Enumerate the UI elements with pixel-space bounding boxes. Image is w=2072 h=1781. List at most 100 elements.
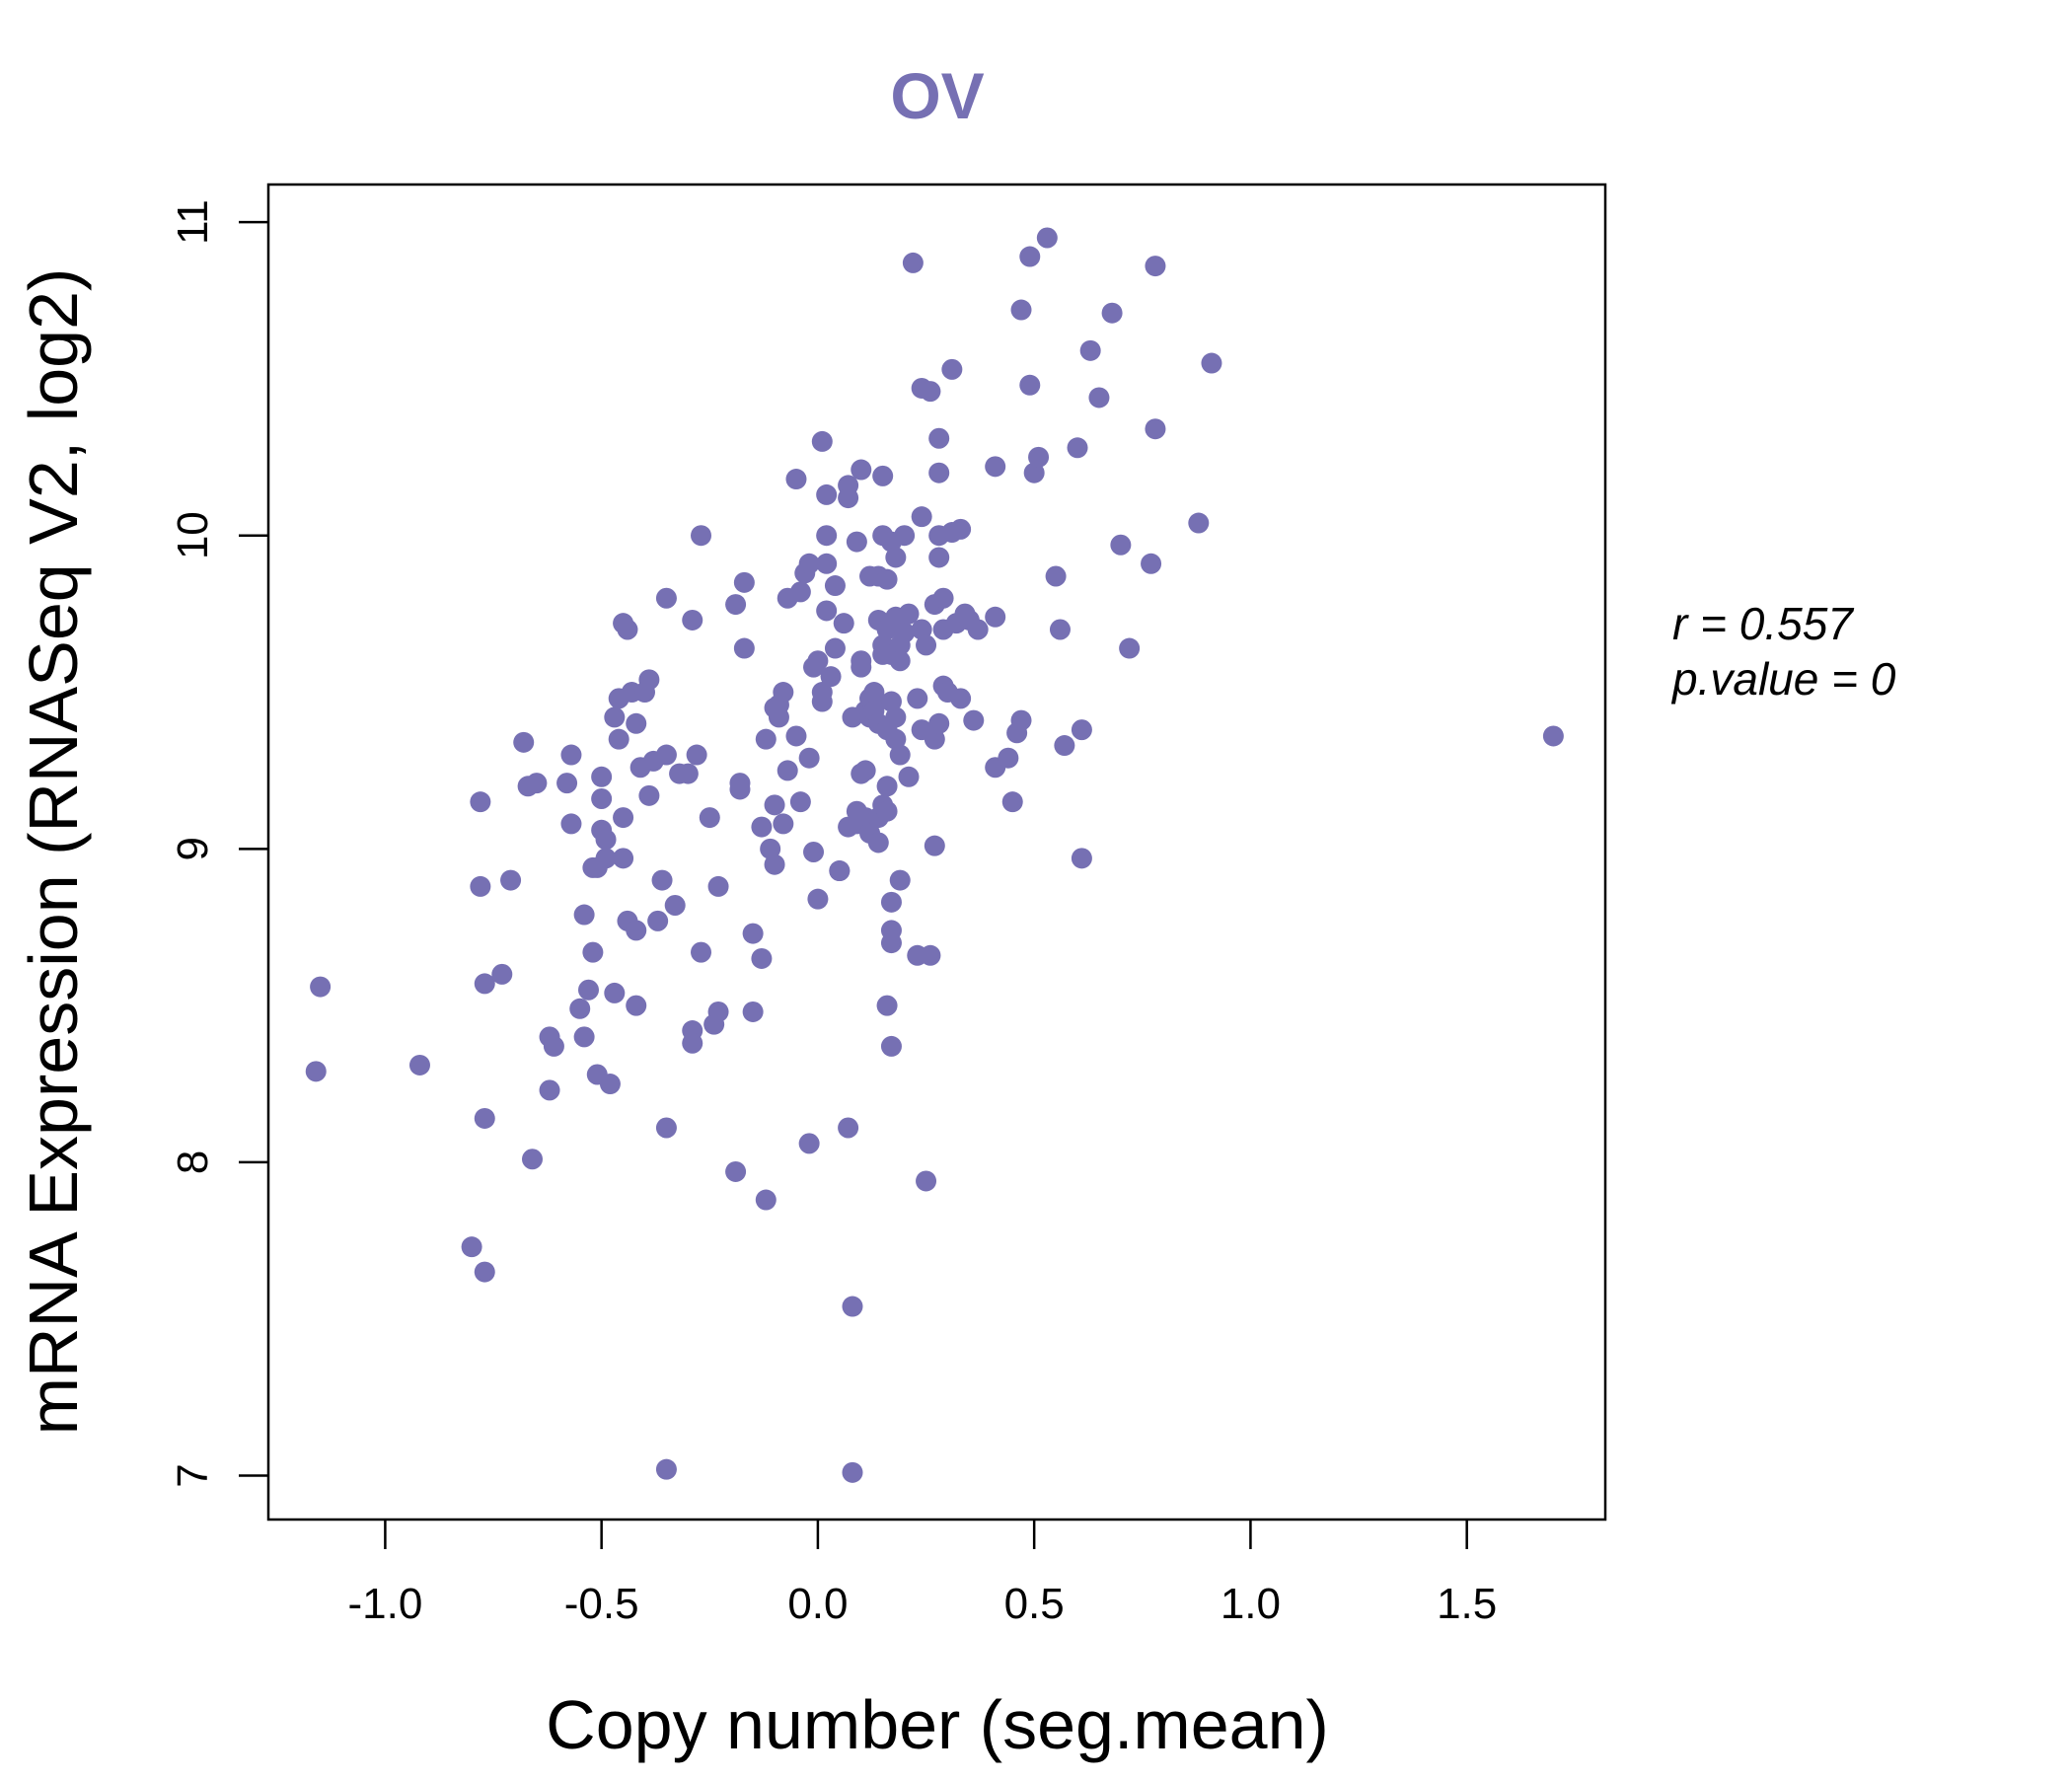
y-axis-label: mRNA Expression (RNASeq V2, log2) (15, 268, 92, 1436)
data-point (785, 725, 807, 747)
data-point (617, 619, 638, 640)
data-point (638, 669, 660, 691)
data-point (655, 1117, 677, 1139)
data-point (876, 776, 898, 797)
data-point (928, 547, 950, 568)
data-point (920, 381, 941, 403)
data-point (543, 1035, 564, 1057)
x-axis: -1.0 -0.5 0.0 0.5 1.0 1.5 (347, 1520, 1497, 1628)
data-point (599, 1074, 621, 1095)
data-point (846, 531, 867, 553)
data-point (474, 1261, 495, 1283)
data-point (842, 1461, 863, 1483)
x-tick-label: 1.0 (1221, 1580, 1281, 1628)
y-tick-label: 10 (169, 511, 217, 559)
data-point (1141, 553, 1162, 574)
data-point (889, 744, 911, 766)
data-point (785, 469, 807, 490)
data-point (773, 813, 794, 835)
data-point (474, 1107, 495, 1129)
data-point (1023, 462, 1045, 483)
data-point (470, 791, 491, 813)
data-point (699, 807, 720, 829)
x-axis-label: Copy number (seg.mean) (546, 1686, 1329, 1763)
x-tick-label: -0.5 (564, 1580, 639, 1628)
data-point (876, 800, 898, 822)
data-point (1188, 512, 1210, 534)
data-point (932, 587, 954, 609)
data-point (867, 832, 889, 853)
data-point (474, 973, 495, 995)
data-point (1001, 791, 1023, 813)
data-point (885, 706, 907, 728)
data-point (470, 875, 491, 897)
data-point (733, 637, 755, 659)
data-point (1119, 637, 1141, 659)
data-point (742, 923, 764, 944)
data-point (707, 875, 729, 897)
p-value-annotation: p.value = 0 (1670, 653, 1896, 705)
data-point (928, 427, 950, 449)
data-point (789, 581, 811, 603)
data-point (560, 744, 582, 766)
data-point (773, 682, 794, 704)
x-tick-label: 1.5 (1437, 1580, 1497, 1628)
data-point (924, 835, 945, 856)
data-point (907, 688, 928, 709)
data-point (751, 816, 773, 838)
data-point (560, 813, 582, 835)
data-point (798, 1133, 820, 1154)
data-point (876, 568, 898, 590)
data-point (854, 760, 876, 781)
data-point (889, 650, 911, 672)
data-point (526, 773, 548, 794)
data-point (898, 603, 920, 625)
data-point (950, 518, 972, 540)
data-point (885, 728, 907, 750)
data-point (803, 842, 825, 862)
data-point (682, 609, 703, 631)
data-point (998, 747, 1019, 769)
data-point (816, 525, 838, 547)
data-point (833, 613, 854, 634)
data-point (928, 462, 950, 483)
data-point (838, 487, 859, 509)
data-point (591, 766, 613, 787)
data-point (604, 982, 626, 1003)
data-point (725, 1160, 747, 1182)
data-point (500, 869, 522, 891)
data-point (682, 1032, 703, 1054)
data-point (1045, 565, 1067, 587)
data-point (1019, 374, 1041, 396)
data-point (573, 1026, 595, 1048)
data-point (569, 998, 591, 1019)
data-point (838, 1117, 859, 1139)
data-point (729, 779, 751, 800)
data-point (789, 791, 811, 813)
data-point (863, 682, 885, 704)
data-point (807, 650, 829, 672)
data-point (798, 553, 820, 574)
data-point (889, 869, 911, 891)
data-point (677, 763, 699, 784)
data-point (985, 456, 1006, 478)
data-point (573, 904, 595, 926)
data-point (829, 860, 851, 882)
y-tick-label: 8 (169, 1150, 217, 1174)
data-point (1010, 299, 1032, 321)
data-point (1054, 735, 1075, 757)
data-point (725, 594, 747, 616)
data-point (651, 869, 673, 891)
data-point (1019, 246, 1041, 267)
data-point (894, 525, 916, 547)
data-point (1145, 418, 1166, 440)
data-point (880, 891, 902, 913)
data-point (816, 600, 838, 622)
data-point (777, 760, 798, 781)
y-tick-label: 11 (169, 199, 217, 245)
data-point (626, 712, 647, 734)
data-point (755, 1189, 777, 1211)
data-point (1145, 256, 1166, 277)
data-point (1010, 709, 1032, 731)
